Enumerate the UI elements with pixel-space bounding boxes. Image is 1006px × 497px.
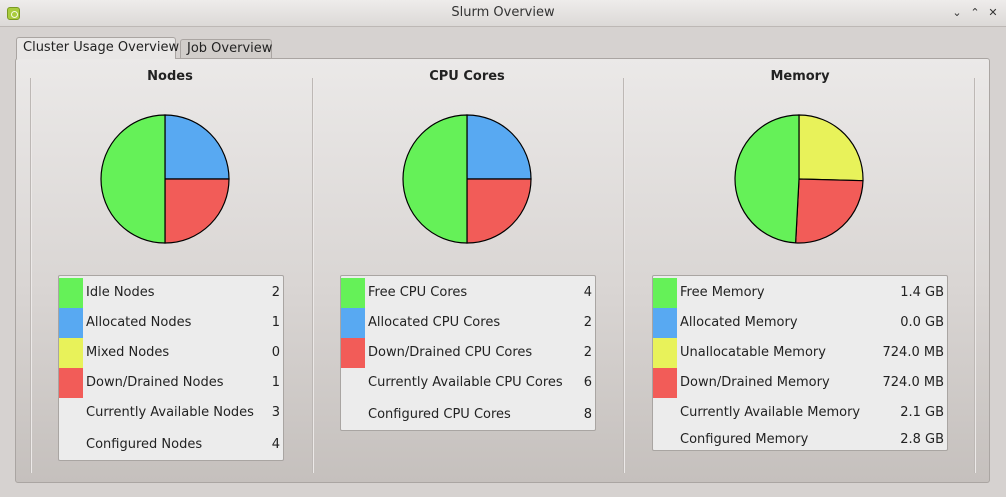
legend-label: Allocated CPU Cores [368,315,501,330]
nodes-legend: Idle Nodes 2 Allocated Nodes 1 Mixed Nodes 0 D… [58,275,284,461]
legend-label: Configured CPU Cores [368,407,511,422]
legend-value: 724.0 MB [882,375,944,390]
legend-swatch [341,278,365,308]
legend-label: Currently Available Memory [680,405,861,420]
legend-label: Configured Nodes [86,437,203,452]
nodes-pie-chart [100,114,230,244]
legend-value: 8 [583,407,592,422]
legend-value: 1 [271,315,280,330]
close-icon[interactable]: ✕ [988,6,998,19]
tab-job-overview[interactable]: Job Overview [180,39,272,58]
legend-row: Down/Drained Nodes 1 [59,368,283,398]
legend-row: Down/Drained Memory 724.0 MB [653,368,947,398]
legend-label: Currently Available CPU Cores [368,375,563,390]
legend-swatch [653,278,677,308]
legend-row: Currently Available Nodes 3 [59,398,283,428]
legend-value: 0.0 GB [900,315,944,330]
window-title: Slurm Overview [451,5,555,20]
legend-row: Free Memory 1.4 GB [653,278,947,308]
legend-swatch [653,308,677,338]
tab-cluster-usage-overview[interactable]: Cluster Usage Overview [16,37,179,59]
legend-row: Configured Nodes 4 [59,430,283,460]
legend-label: Allocated Nodes [86,315,192,330]
legend-swatch [59,308,83,338]
legend-value: 2 [271,285,280,300]
pie-slice [798,114,864,182]
legend-value: 0 [271,345,280,360]
legend-row: Allocated Memory 0.0 GB [653,308,947,338]
legend-label: Allocated Memory [680,315,798,330]
cpu-cores-title: CPU Cores [429,69,505,84]
pie-slice [164,114,230,180]
legend-value: 6 [583,375,592,390]
pie-slice [734,114,800,244]
group-divider [30,78,32,473]
memory-pie-chart [734,114,864,244]
legend-value: 4 [271,437,280,452]
legend-row: Down/Drained CPU Cores 2 [341,338,595,368]
legend-swatch [59,368,83,398]
legend-value: 4 [583,285,592,300]
pie-slice [794,178,864,244]
minimize-icon[interactable]: ⌄ [952,6,962,19]
legend-row: Configured Memory 2.8 GB [653,425,947,455]
legend-row: Unallocatable Memory 724.0 MB [653,338,947,368]
legend-row: Free CPU Cores 4 [341,278,595,308]
cpu-cores-pie-chart [402,114,532,244]
nodes-title: Nodes [147,69,193,84]
legend-label: Down/Drained Nodes [86,375,224,390]
group-divider [623,78,625,473]
legend-value: 2.8 GB [900,432,944,447]
legend-label: Configured Memory [680,432,809,447]
pie-slice [164,178,230,244]
legend-label: Currently Available Nodes [86,405,254,420]
group-divider [974,78,976,473]
legend-value: 2.1 GB [900,405,944,420]
legend-swatch [341,338,365,368]
legend-swatch [341,308,365,338]
legend-label: Down/Drained CPU Cores [368,345,533,360]
cpu-cores-legend: Free CPU Cores 4 Allocated CPU Cores 2 Down/… [340,275,596,431]
pie-slice [100,114,166,244]
legend-label: Down/Drained Memory [680,375,830,390]
legend-label: Mixed Nodes [86,345,170,360]
legend-row: Allocated CPU Cores 2 [341,308,595,338]
legend-row: Mixed Nodes 0 [59,338,283,368]
legend-swatch [653,338,677,368]
legend-swatch [59,338,83,368]
memory-title: Memory [770,69,830,84]
legend-value: 2 [583,345,592,360]
memory-legend: Free Memory 1.4 GB Allocated Memory 0.0 GB U… [652,275,948,451]
legend-row: Configured CPU Cores 8 [341,400,595,430]
legend-value: 1.4 GB [900,285,944,300]
legend-label: Unallocatable Memory [680,345,826,360]
window-titlebar: Slurm Overview ⌄ ⌃ ✕ [0,0,1006,27]
pie-slice [466,114,532,180]
group-divider [312,78,314,473]
legend-label: Idle Nodes [86,285,155,300]
legend-swatch [59,278,83,308]
pie-slice [466,178,532,244]
legend-row: Idle Nodes 2 [59,278,283,308]
legend-row: Allocated Nodes 1 [59,308,283,338]
legend-label: Free CPU Cores [368,285,468,300]
legend-row: Currently Available Memory 2.1 GB [653,398,947,428]
legend-label: Free Memory [680,285,765,300]
legend-value: 724.0 MB [882,345,944,360]
app-icon [7,7,20,20]
legend-swatch [653,368,677,398]
pie-slice [402,114,468,244]
legend-value: 1 [271,375,280,390]
legend-value: 3 [271,405,280,420]
maximize-icon[interactable]: ⌃ [970,6,980,19]
legend-value: 2 [583,315,592,330]
legend-row: Currently Available CPU Cores 6 [341,368,595,398]
